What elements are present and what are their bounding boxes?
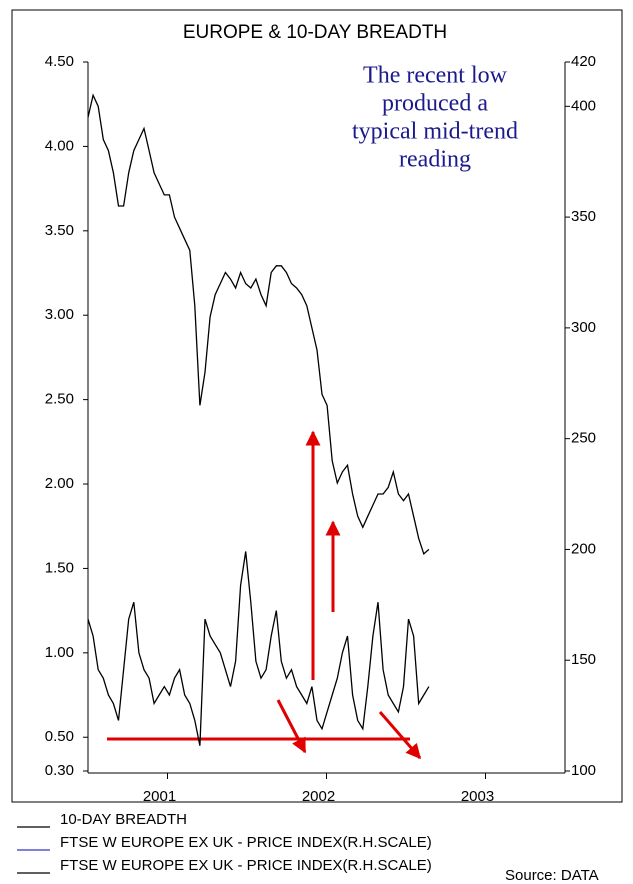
y-tick-label: 4.50 [45, 53, 74, 70]
red-arrows [107, 430, 422, 760]
series-line [87, 93, 430, 556]
y-tick-label: 2.50 [45, 391, 74, 408]
chart-title: EUROPE & 10-DAY BREADTH [183, 22, 447, 43]
series-line [87, 551, 430, 746]
arrow [378, 711, 422, 760]
y-tick-label: 3.50 [45, 222, 74, 239]
arrow [276, 699, 307, 754]
annotation-line: produced a [382, 91, 488, 117]
x-tick-label: 2002 [302, 788, 335, 805]
y2-tick-label: 420 [571, 53, 596, 70]
y-tick-label: 2.00 [45, 475, 74, 492]
annotation-line: reading [399, 147, 471, 173]
annotation-line: typical mid-trend [352, 119, 518, 145]
y-tick-label: 0.50 [45, 728, 74, 745]
y2-tick-label: 350 [571, 208, 596, 225]
legend-label: 10-DAY BREADTH [60, 811, 187, 828]
x-tick-label: 2001 [143, 788, 176, 805]
y2-tick-label: 200 [571, 540, 596, 557]
legend-label: FTSE W EUROPE EX UK - PRICE INDEX(R.H.SC… [60, 834, 432, 851]
y-tick-label: 0.30 [45, 762, 74, 779]
y2-tick-label: 100 [571, 762, 596, 779]
legend-label: FTSE W EUROPE EX UK - PRICE INDEX(R.H.SC… [60, 857, 432, 874]
x-tick-label: 2003 [461, 788, 494, 805]
frame [11, 9, 623, 803]
y-tick-label: 1.00 [45, 644, 74, 661]
y2-tick-label: 250 [571, 430, 596, 447]
y2-tick-label: 150 [571, 651, 596, 668]
source: Source: DATA [505, 867, 599, 884]
y-tick-label: 4.00 [45, 137, 74, 154]
y-tick-label: 1.50 [45, 559, 74, 576]
y2-tick-label: 400 [571, 97, 596, 114]
y-tick-label: 3.00 [45, 306, 74, 323]
annotation-line: The recent low [363, 63, 508, 89]
y2-tick-label: 300 [571, 319, 596, 336]
